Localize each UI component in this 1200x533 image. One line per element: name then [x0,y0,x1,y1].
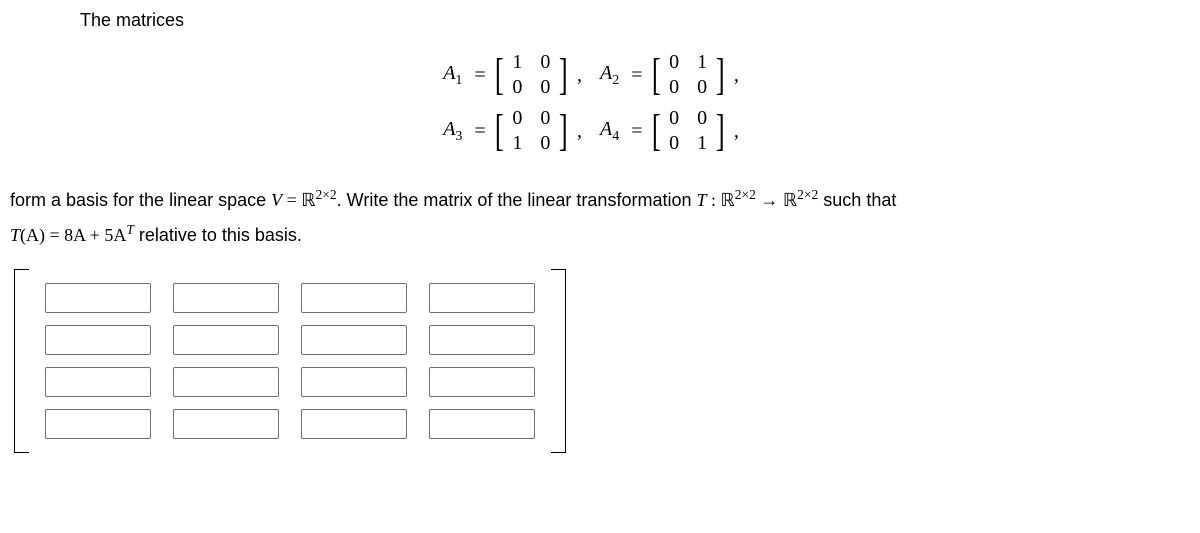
answer-cell-4-2[interactable] [173,409,279,439]
matrix-cell: 0 [538,107,552,130]
answer-cell-4-3[interactable] [301,409,407,439]
question-text: such that [818,190,896,210]
matrix-cell: 0 [538,76,552,99]
left-bracket-icon: [ [651,109,660,153]
matrix-cell: 0 [667,76,681,99]
transpose-sup: T [126,222,134,237]
label-a2-sub: 2 [612,73,619,88]
label-a4-base: A [600,118,612,140]
answer-cell-1-2[interactable] [173,283,279,313]
answer-cell-2-4[interactable] [429,325,535,355]
right-bracket-icon: ] [559,53,568,97]
matrix-a4: [ 0 0 0 1 ] [649,107,728,155]
answer-grid [29,269,551,453]
matrix-cell: 0 [695,107,709,130]
equals-sign: = [45,225,64,245]
answer-cell-2-1[interactable] [45,325,151,355]
matrix-cell: 1 [695,132,709,155]
equals-sign: = [474,64,485,87]
matrices-row-2: A3 = [ 0 0 1 0 ] , A4 = [ 0 0 0 1 ] [10,107,1190,155]
equals-sign: = [282,190,301,210]
set-r: ℝ [301,190,315,210]
equals-sign: = [474,120,485,143]
label-a2: A2 [600,62,619,89]
comma: , [734,120,739,143]
matrix-cell: 0 [667,51,681,74]
matrix-cell: 0 [667,132,681,155]
var-v: V [271,190,282,210]
right-bracket-icon: ] [716,53,725,97]
left-bracket-icon [14,269,29,453]
answer-cell-2-3[interactable] [301,325,407,355]
var-t: T [10,225,20,245]
set-r: ℝ [783,190,797,210]
label-a4-sub: 4 [612,129,619,144]
matrix-cell: 1 [510,132,524,155]
label-a1-base: A [443,62,455,84]
right-bracket-icon: ] [716,109,725,153]
label-a3-sub: 3 [455,129,462,144]
question-line-2: T(A) = 8A + 5AT relative to this basis. [10,220,1190,249]
matrix-a3: [ 0 0 1 0 ] [492,107,571,155]
answer-cell-4-1[interactable] [45,409,151,439]
matrix-cell: 0 [667,107,681,130]
question-text: . Write the matrix of the linear transfo… [337,190,697,210]
answer-cell-3-3[interactable] [301,367,407,397]
matrix-a2-body: 0 1 0 0 [663,51,713,99]
comma: , [577,120,582,143]
answer-cell-3-4[interactable] [429,367,535,397]
question-line-1: form a basis for the linear space V = ℝ2… [10,185,1190,214]
question-text: form a basis for the linear space [10,190,271,210]
label-a3-base: A [443,118,455,140]
matrix-cell: 1 [695,51,709,74]
matrix-a4-body: 0 0 0 1 [663,107,713,155]
basis-matrices-block: A1 = [ 1 0 0 0 ] , A2 = [ 0 1 0 0 ] [10,51,1190,155]
matrix-cell: 1 [510,51,524,74]
sup-2x2: 2×2 [316,187,337,202]
label-a4: A4 [600,118,619,145]
matrix-a3-body: 0 0 1 0 [506,107,556,155]
label-a2-base: A [600,62,612,84]
answer-cell-2-2[interactable] [173,325,279,355]
answer-cell-4-4[interactable] [429,409,535,439]
matrix-cell: 0 [695,76,709,99]
left-bracket-icon: [ [651,53,660,97]
label-a1: A1 [443,62,462,89]
answer-cell-1-1[interactable] [45,283,151,313]
intro-text: The matrices [80,10,1190,31]
arrow-icon: → [756,190,783,210]
matrix-cell: 0 [510,76,524,99]
set-r: ℝ [721,190,735,210]
matrix-a1: [ 1 0 0 0 ] [492,51,571,99]
answer-cell-1-3[interactable] [301,283,407,313]
matrix-a1-body: 1 0 0 0 [506,51,556,99]
answer-cell-3-2[interactable] [173,367,279,397]
equals-sign: = [631,64,642,87]
answer-matrix [14,269,1190,453]
left-bracket-icon: [ [495,109,504,153]
label-a1-sub: 1 [455,73,462,88]
matrix-a2: [ 0 1 0 0 ] [649,51,728,99]
sup-2x2: 2×2 [797,187,818,202]
matrices-row-1: A1 = [ 1 0 0 0 ] , A2 = [ 0 1 0 0 ] [10,51,1190,99]
answer-cell-3-1[interactable] [45,367,151,397]
colon: : [707,190,721,210]
question-text: relative to this basis. [134,225,302,245]
var-t: T [696,190,706,210]
left-bracket-icon: [ [495,53,504,97]
equals-sign: = [631,120,642,143]
answer-cell-1-4[interactable] [429,283,535,313]
paren-a: (A) [20,225,45,245]
right-bracket-icon [551,269,566,453]
matrix-cell: 0 [510,107,524,130]
right-bracket-icon: ] [559,109,568,153]
comma: , [577,64,582,87]
label-a3: A3 [443,118,462,145]
matrix-cell: 0 [538,51,552,74]
expr: 8A + 5A [64,225,126,245]
matrix-cell: 0 [538,132,552,155]
sup-2x2: 2×2 [735,187,756,202]
comma: , [734,64,739,87]
